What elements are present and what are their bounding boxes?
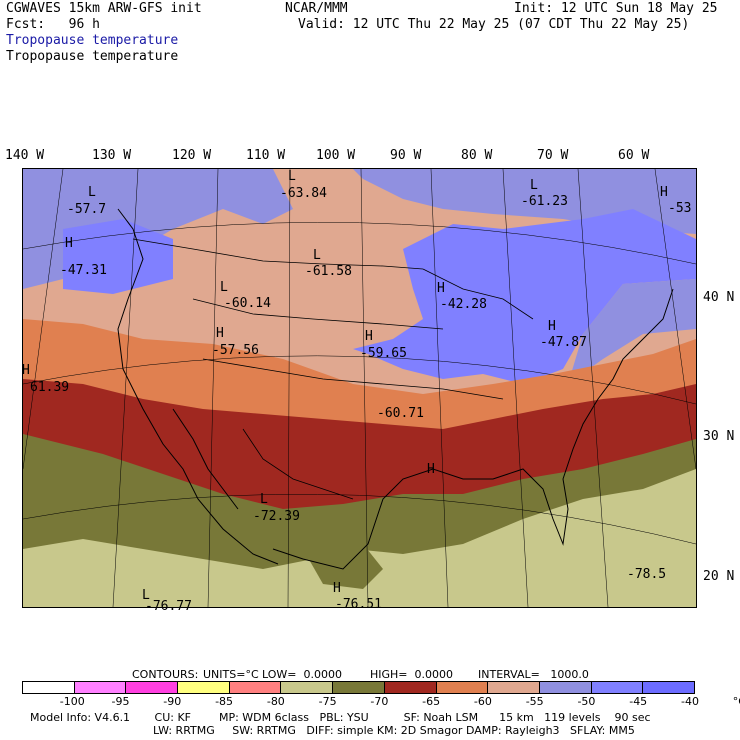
colorbar-swatch (280, 682, 333, 693)
colorbar-tick-label: -75 (318, 695, 337, 708)
band-nw-blue (63, 219, 173, 294)
lon-label-140w: 140 W (5, 148, 45, 163)
lat-label-20n: 20 N (703, 569, 735, 584)
colorbar-swatch (332, 682, 384, 693)
low-label: LOW= 0.0000 (262, 668, 342, 681)
extremum-label: -42.28 (440, 297, 487, 312)
model-info-line2: LW: RRTMG SW: RRTMG DIFF: simple KM: 2D … (153, 724, 635, 737)
colorbar-swatch (383, 682, 436, 693)
extremum-label: H (65, 236, 73, 251)
extremum-label: -76.77 (145, 599, 192, 614)
band-ne-blue (353, 209, 696, 384)
extremum-label: L (530, 178, 538, 193)
colorbar-swatch (642, 682, 694, 693)
band-north-pink (283, 169, 393, 249)
init-time: Init: 12 UTC Sun 18 May 25 (514, 1, 718, 16)
model-info-line1: Model Info: V4.6.1 CU: KF MP: WDM 6class… (30, 711, 651, 724)
borders (132, 238, 534, 500)
valid-time: Valid: 12 UTC Thu 22 May 25 (07 CDT Thu … (298, 17, 690, 32)
extremum-label: -47.87 (540, 335, 587, 350)
colorbar-tick-label: -40 (681, 695, 699, 708)
lat-label-40n: 40 N (703, 290, 735, 305)
extremum-label: L (260, 492, 268, 507)
extremum-label: L (220, 280, 228, 295)
extremum-label: H (660, 185, 668, 200)
band-east-purple (568, 279, 696, 384)
extremum-label: L (88, 185, 96, 200)
colorbar-swatch (177, 682, 229, 693)
lon-label-100w: 100 W (316, 148, 356, 163)
extremum-label: H (22, 363, 30, 378)
extremum-label: L (288, 169, 296, 184)
extremum-label: -72.39 (253, 509, 300, 524)
colorbar-tick-label: -90 (163, 695, 182, 708)
lon-label-70w: 70 W (537, 148, 569, 163)
lon-label-120w: 120 W (172, 148, 212, 163)
extremum-label: -76.51 (335, 597, 382, 612)
extremum-label: -47.31 (60, 263, 107, 278)
colorbar-tick-label: -100 (59, 695, 85, 708)
field-title-primary: Tropopause temperature (6, 33, 179, 48)
extremum-label: -60.71 (377, 406, 424, 421)
lon-label-60w: 60 W (618, 148, 650, 163)
extremum-label: -61.58 (305, 264, 352, 279)
colorbar-tick-label: -50 (577, 695, 596, 708)
band-gulf-olive (303, 544, 383, 589)
extremum-label: -57.56 (212, 343, 259, 358)
colorbar-swatch (125, 682, 178, 693)
colorbar-tick-label: -70 (370, 695, 389, 708)
units-label: UNITS=°C (203, 668, 259, 681)
extremum-label: H (437, 281, 445, 296)
tropopause-temperature-map (22, 168, 697, 608)
lon-label-90w: 90 W (390, 148, 422, 163)
colorbar-swatch (73, 682, 126, 693)
colorbar-tick-label: °C (732, 695, 740, 708)
colorbar-swatch (228, 682, 281, 693)
colorbar-swatch (23, 682, 74, 693)
extremum-label: L (142, 588, 150, 603)
lat-label-30n: 30 N (703, 429, 735, 444)
colorbar-swatch (487, 682, 539, 693)
interval-label: INTERVAL= 1000.0 (478, 668, 589, 681)
colorbar-tick-label: -85 (215, 695, 234, 708)
extremum-label: H (216, 326, 224, 341)
colorbar-tick-label: -60 (473, 695, 492, 708)
band-minus75 (23, 469, 696, 607)
extremum-label: H (365, 329, 373, 344)
extremum-label: -63.84 (280, 186, 327, 201)
contours-label: CONTOURS: (132, 668, 199, 681)
extremum-label: H (548, 319, 556, 334)
colorbar-swatch (590, 682, 643, 693)
extremum-label: 61.39 (30, 380, 70, 395)
extremum-label: -60.14 (224, 296, 271, 311)
colorbar-tick-label: -55 (525, 695, 544, 708)
extremum-label: -61.23 (521, 194, 568, 209)
model-title: CGWAVES 15km ARW-GFS init (6, 1, 202, 16)
extremum-label: -57.7 (67, 202, 107, 217)
agency-label: NCAR/MMM (285, 1, 348, 16)
lon-label-130w: 130 W (92, 148, 132, 163)
forecast-hour: Fcst: 96 h (6, 17, 100, 32)
extremum-label: -59.65 (360, 346, 407, 361)
graticule (23, 169, 696, 607)
extremum-label: H (427, 462, 435, 477)
colorbar (22, 681, 695, 694)
colorbar-tick-label: -45 (629, 695, 648, 708)
field-title-secondary: Tropopause temperature (6, 49, 179, 64)
colorbar-tick-label: -80 (266, 695, 285, 708)
extremum-label: H (333, 581, 341, 596)
colorbar-swatch (538, 682, 591, 693)
extremum-label: L (313, 248, 321, 263)
colorbar-tick-label: -95 (111, 695, 130, 708)
lon-label-110w: 110 W (246, 148, 286, 163)
high-label: HIGH= 0.0000 (370, 668, 454, 681)
extremum-label: -78.5 (627, 567, 667, 582)
lon-label-80w: 80 W (461, 148, 493, 163)
colorbar-swatch (435, 682, 488, 693)
extremum-label: -53 (668, 201, 692, 216)
colorbar-tick-label: -65 (422, 695, 441, 708)
